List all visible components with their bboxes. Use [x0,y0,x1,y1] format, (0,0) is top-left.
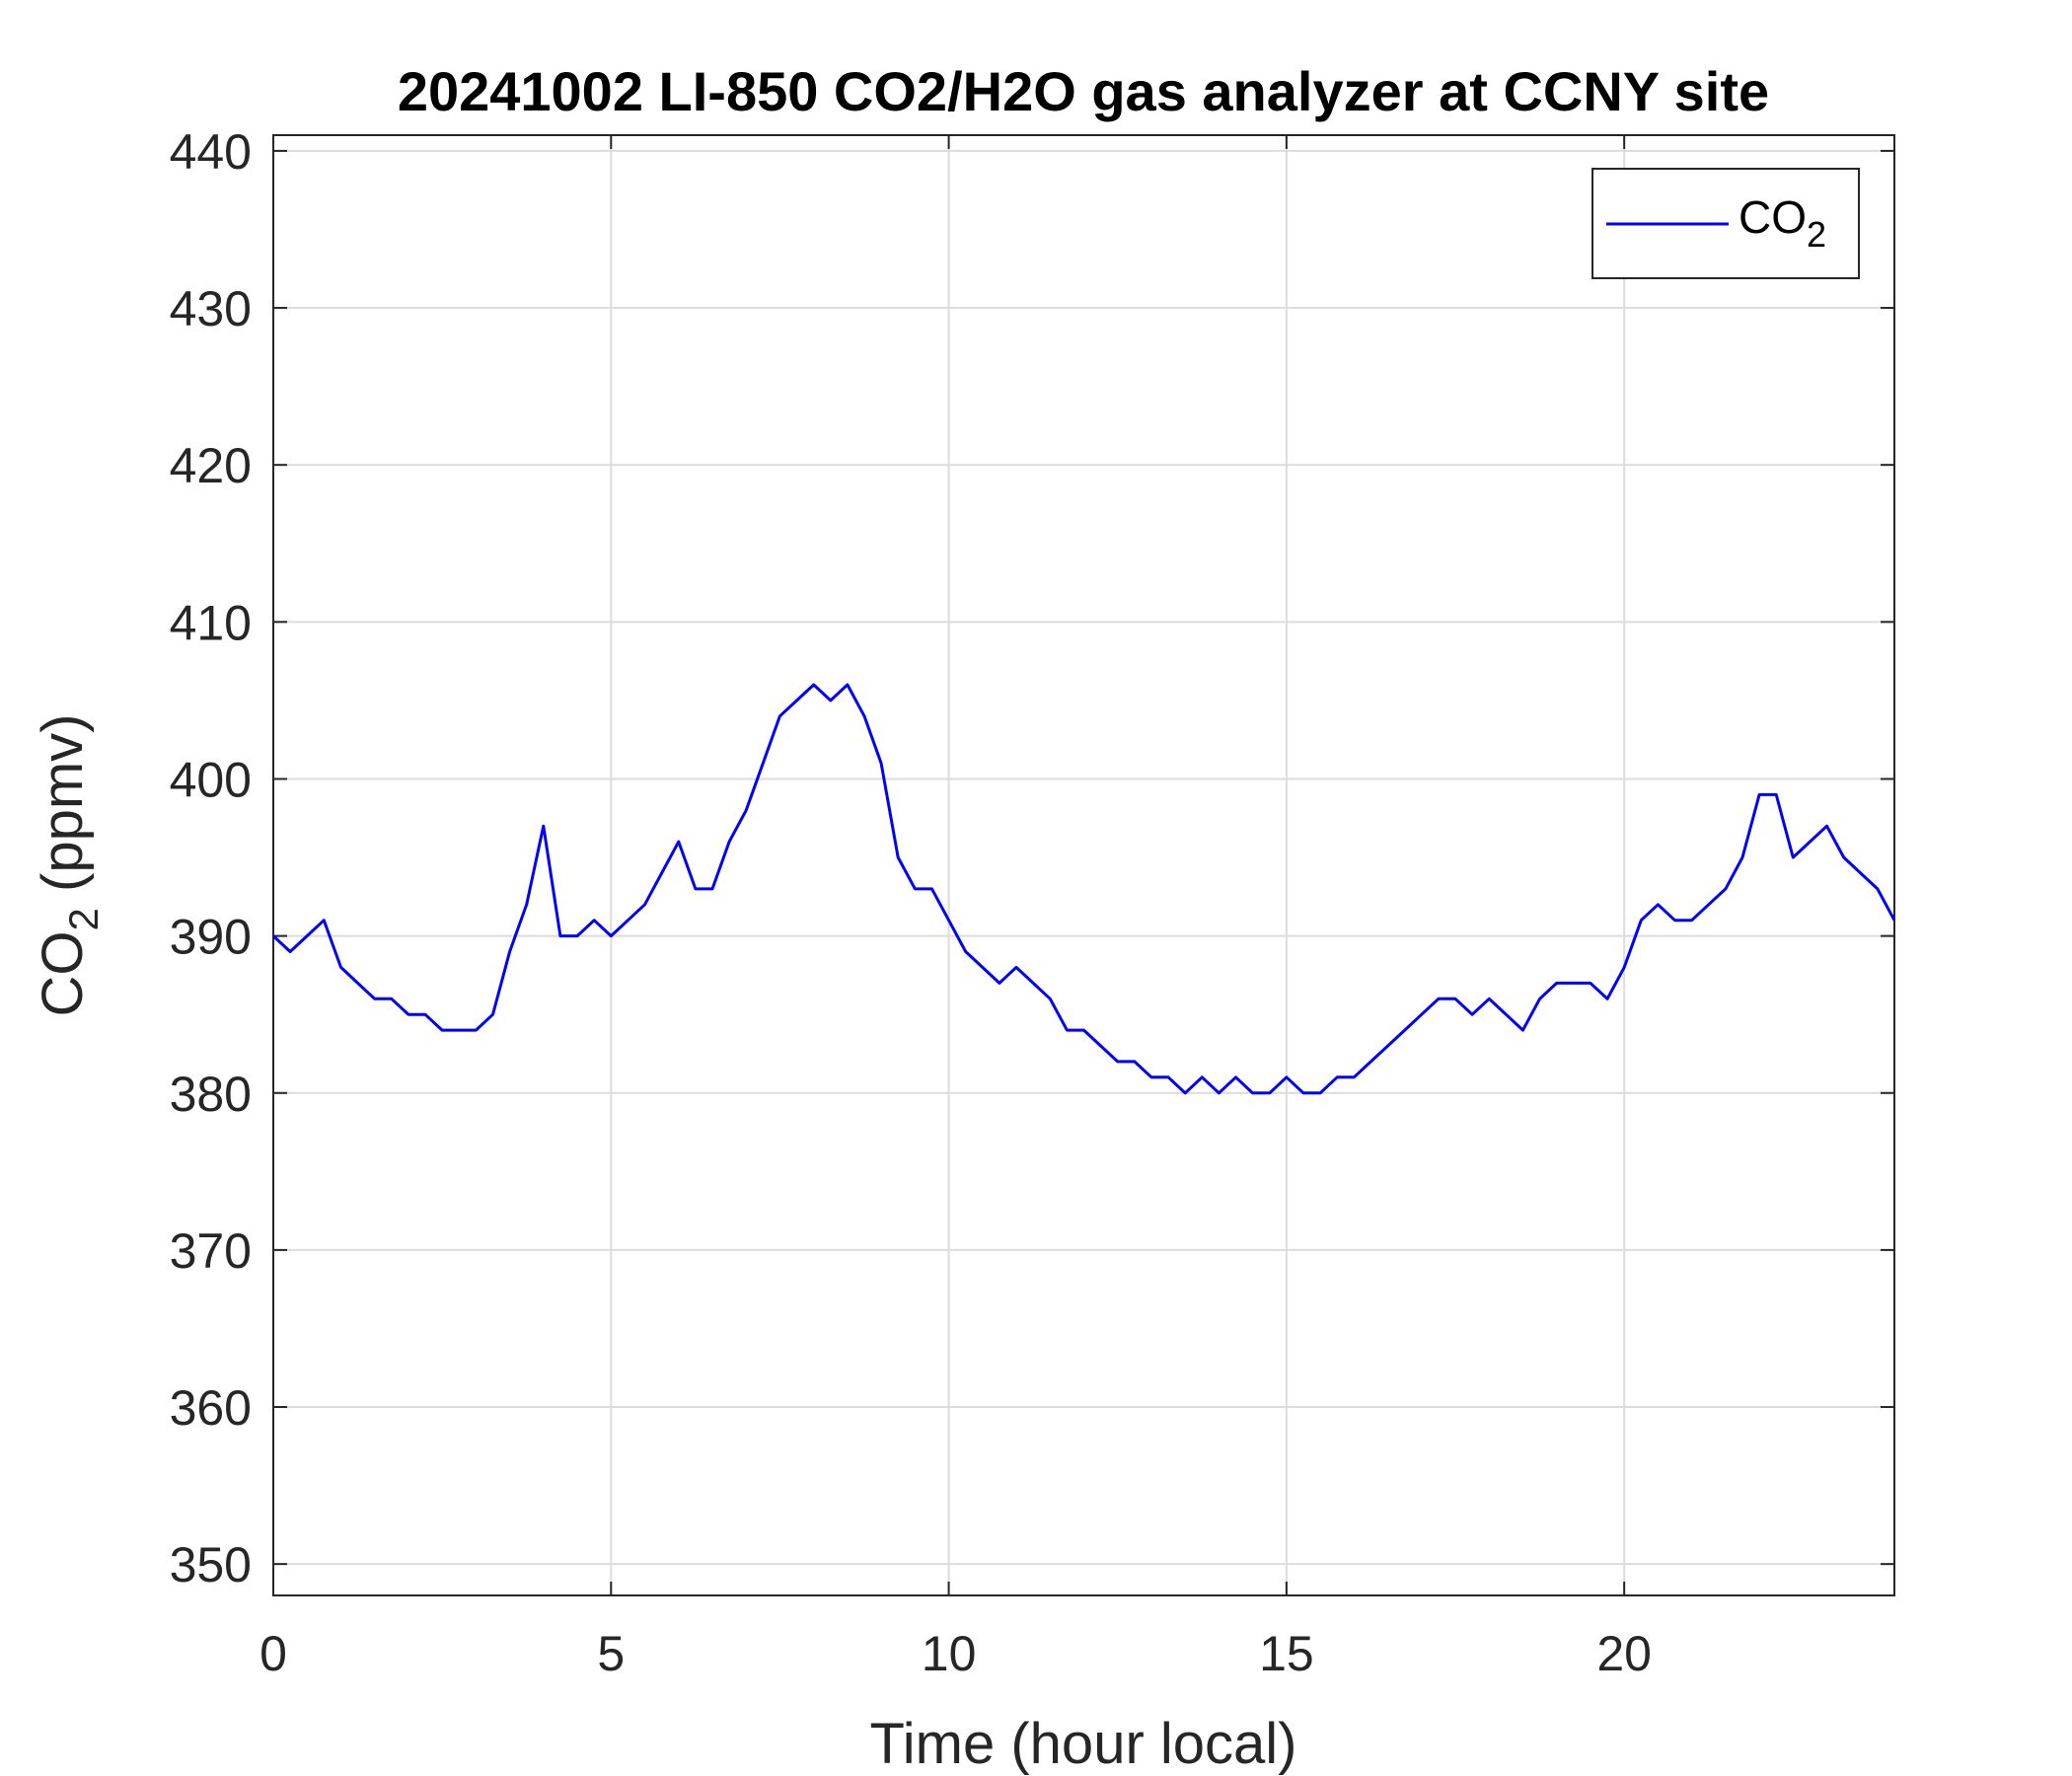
x-axis-label: Time (hour local) [870,1712,1297,1776]
y-tick-label: 360 [170,1380,252,1436]
y-tick-label: 370 [170,1223,252,1279]
axes-box [272,134,1895,1596]
plot-area [273,135,1894,1595]
y-axis-label-subscript: 2 [60,908,107,930]
legend-label: CO2 [1739,191,1826,255]
y-tick-label: 440 [170,124,252,180]
legend: CO2 [1591,168,1860,279]
y-tick-label: 380 [170,1067,252,1122]
x-tick-labels: 0 5 10 15 20 [259,1626,1652,1681]
y-axis-label-unit: (ppmv) [31,714,95,909]
y-tick-label: 400 [170,752,252,807]
series-line-co2 [271,683,1896,1095]
y-tick-label: 430 [170,281,252,336]
x-tick-label: 10 [922,1626,977,1681]
y-tick-label: 420 [170,438,252,493]
x-tick-label: 15 [1259,1626,1314,1681]
legend-label-subscript: 2 [1807,214,1826,255]
y-axis-label-main: CO [31,930,95,1016]
chart-title: 20241002 LI-850 CO2/H2O gas analyzer at … [398,60,1769,122]
series-layer [271,683,1896,1095]
x-tick-label: 0 [259,1626,287,1681]
y-tick-labels: 350 360 370 380 390 400 410 420 430 440 [170,124,252,1592]
y-tick-label: 390 [170,910,252,965]
legend-label-main: CO [1739,191,1807,243]
x-tick-label: 20 [1596,1626,1652,1681]
y-tick-label: 350 [170,1537,252,1592]
grid [273,135,1894,1595]
x-tick-label: 5 [597,1626,625,1681]
y-axis-label: CO2 (ppmv) [31,714,107,1017]
y-tick-label: 410 [170,595,252,650]
